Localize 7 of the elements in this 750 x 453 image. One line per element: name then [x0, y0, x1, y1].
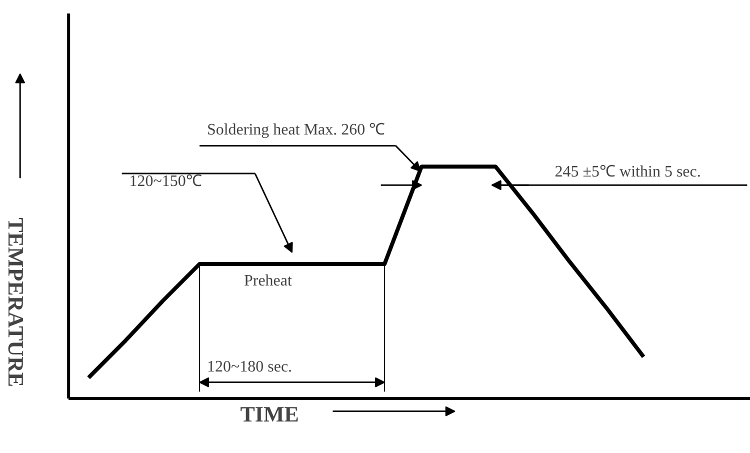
annotation: 120~150℃ [129, 172, 202, 190]
y-axis-title: TEMPERATURE [3, 218, 28, 388]
annotation: Preheat [244, 272, 292, 290]
annotation: 245 ±5℃ within 5 sec. [554, 163, 701, 180]
annotation: 120~180 sec. [206, 358, 292, 376]
x-axis-title: TIME [240, 401, 299, 426]
text: Soldering heat Max. 260 ℃ [206, 122, 386, 139]
